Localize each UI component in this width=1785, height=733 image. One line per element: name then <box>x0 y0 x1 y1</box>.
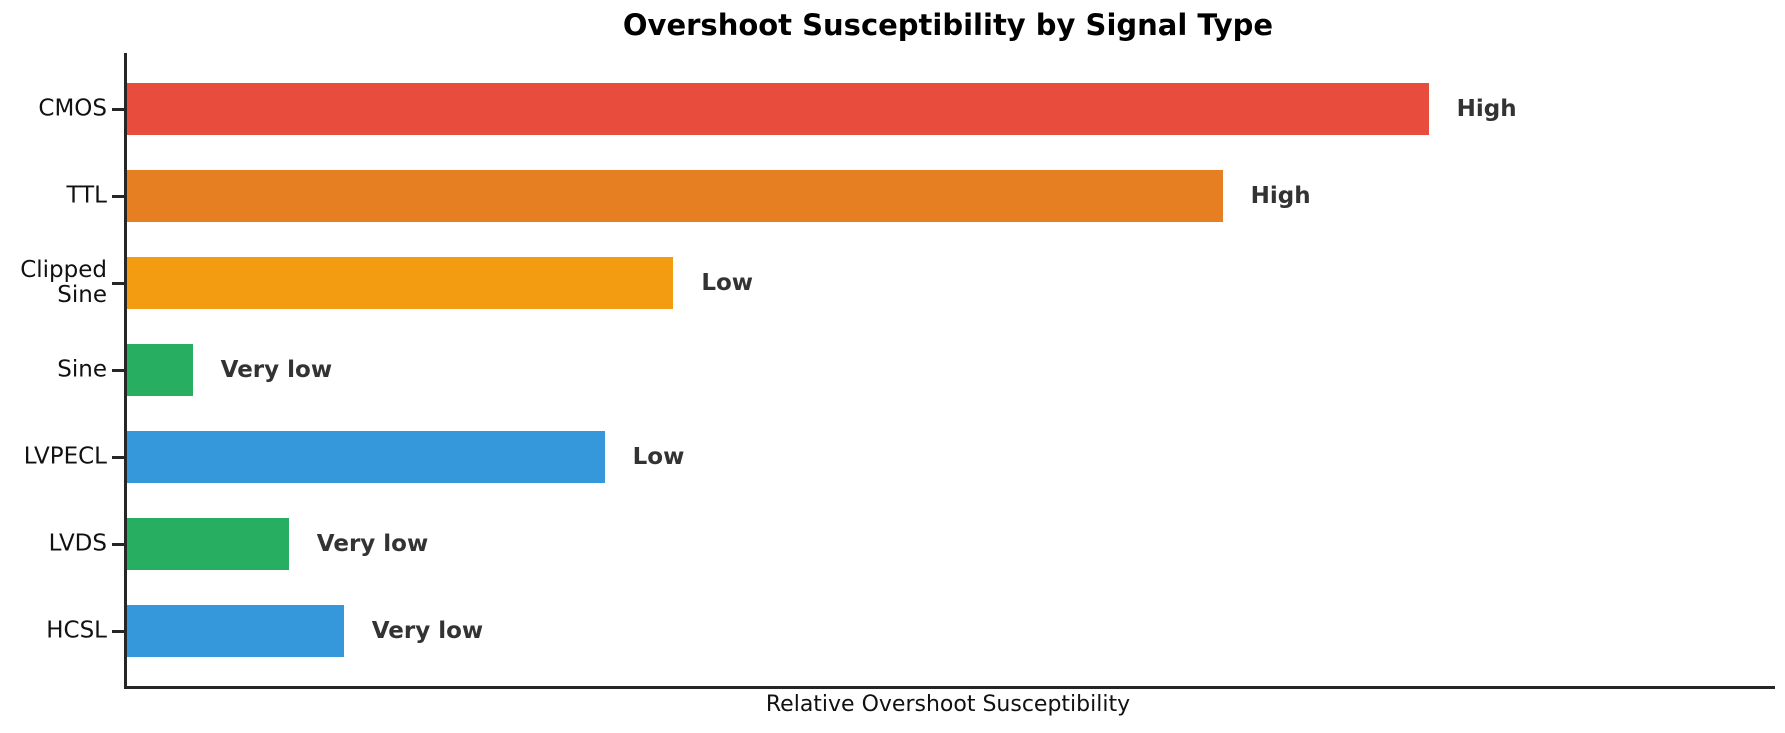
y-tick-label-hcsl: HCSL <box>46 617 107 644</box>
bar-value-label-lvpecl: Low <box>632 444 685 470</box>
y-tick-label-clipped-sine: Clipped Sine <box>20 257 107 308</box>
y-tick-mark-lvds <box>112 542 124 546</box>
y-tick-label-lvpecl: LVPECL <box>23 443 107 470</box>
y-tick-label-lvds: LVDS <box>48 530 107 557</box>
bar-hcsl <box>127 605 344 657</box>
chart-title: Overshoot Susceptibility by Signal Type <box>622 8 1274 42</box>
y-tick-mark-lvpecl <box>112 455 124 459</box>
bar-cmos <box>127 83 1429 135</box>
y-axis-spine <box>124 53 127 689</box>
bar-value-label-sine: Very low <box>220 357 333 383</box>
y-tick-label-sine: Sine <box>57 356 107 383</box>
y-tick-label-ttl: TTL <box>66 182 107 209</box>
y-tick-mark-ttl <box>112 194 124 198</box>
y-tick-mark-sine <box>112 368 124 372</box>
bar-value-label-hcsl: Very low <box>371 618 484 644</box>
y-tick-mark-hcsl <box>112 629 124 633</box>
x-axis-label: Relative Overshoot Susceptibility <box>765 692 1131 717</box>
bar-ttl <box>127 170 1223 222</box>
bar-lvpecl <box>127 431 605 483</box>
bar-value-label-clipped-sine: Low <box>701 270 754 296</box>
y-tick-label-cmos: CMOS <box>38 95 107 122</box>
bar-lvds <box>127 518 289 570</box>
y-tick-mark-clipped-sine <box>112 281 124 285</box>
bar-clipped-sine <box>127 257 674 309</box>
bar-value-label-cmos: High <box>1456 96 1517 122</box>
bar-sine <box>127 344 193 396</box>
bar-value-label-ttl: High <box>1250 183 1311 209</box>
y-tick-mark-cmos <box>112 107 124 111</box>
x-axis-spine <box>124 686 1775 689</box>
bar-value-label-lvds: Very low <box>316 531 429 557</box>
